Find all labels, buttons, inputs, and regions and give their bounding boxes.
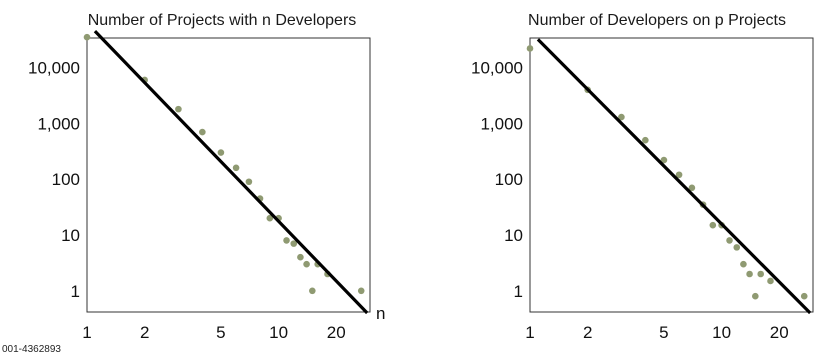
figure-id: 001-4362893 [2,344,61,355]
y-tick-label: 10,000 [471,59,523,78]
chart-panel-1: Number of Projects with n Developers 1 10 1… [28,12,385,342]
x-tick-label: 1 [525,323,534,342]
data-point [740,260,747,268]
data-point [618,113,625,121]
data-point [800,292,808,300]
data-point [297,253,304,261]
data-point [283,237,290,244]
x-tick-label: 10 [269,323,288,342]
plot-frame [86,37,371,313]
data-point [709,221,717,229]
y-tick-label: 1 [71,282,80,301]
data-point [660,156,668,164]
data-point [757,270,764,278]
data-point [357,287,365,295]
y-tick-label: 1,000 [480,114,523,133]
data-point [688,184,696,192]
data-point [175,105,182,113]
data-point [752,292,759,300]
y-tick-label: 1,000 [37,114,80,133]
plot-frame [529,37,814,313]
data-point [675,171,683,179]
data-point [726,237,733,244]
data-point [83,33,91,41]
data-point [767,277,774,285]
data-point [290,240,298,247]
y-tick-label: 10,000 [28,59,80,78]
data-point [266,214,274,222]
x-tick-label: 2 [583,323,592,342]
x-tick-label: 20 [770,323,789,342]
x-tick-label: 1 [82,323,91,342]
data-point [303,260,310,268]
y-tick-label: 100 [495,170,523,189]
x-tick-label: 20 [327,323,346,342]
fit-line [536,38,812,315]
y-tick-label: 1 [514,282,523,301]
data-point [642,136,649,144]
data-point [526,45,534,52]
x-tick-label: 5 [216,323,225,342]
fit-line [93,30,369,315]
data-point [733,244,741,251]
data-point [199,128,206,136]
chart-panel-2: Number of Developers on p Projects 1 10 100… [471,12,814,342]
data-point [245,178,253,186]
data-point [217,149,225,156]
x-tick-label: 5 [659,323,668,342]
x-tick-label: 10 [712,323,731,342]
y-tick-label: 10 [61,226,80,245]
data-point [232,164,240,172]
chart-title: Number of Developers on p Projects [528,12,786,29]
data-point [746,270,753,278]
y-tick-label: 100 [52,170,80,189]
chart-title: Number of Projects with n Developers [88,12,357,29]
x-tick-label: 2 [140,323,149,342]
x-axis-label: n [376,304,385,323]
y-tick-label: 10 [504,226,523,245]
data-point [309,287,316,295]
